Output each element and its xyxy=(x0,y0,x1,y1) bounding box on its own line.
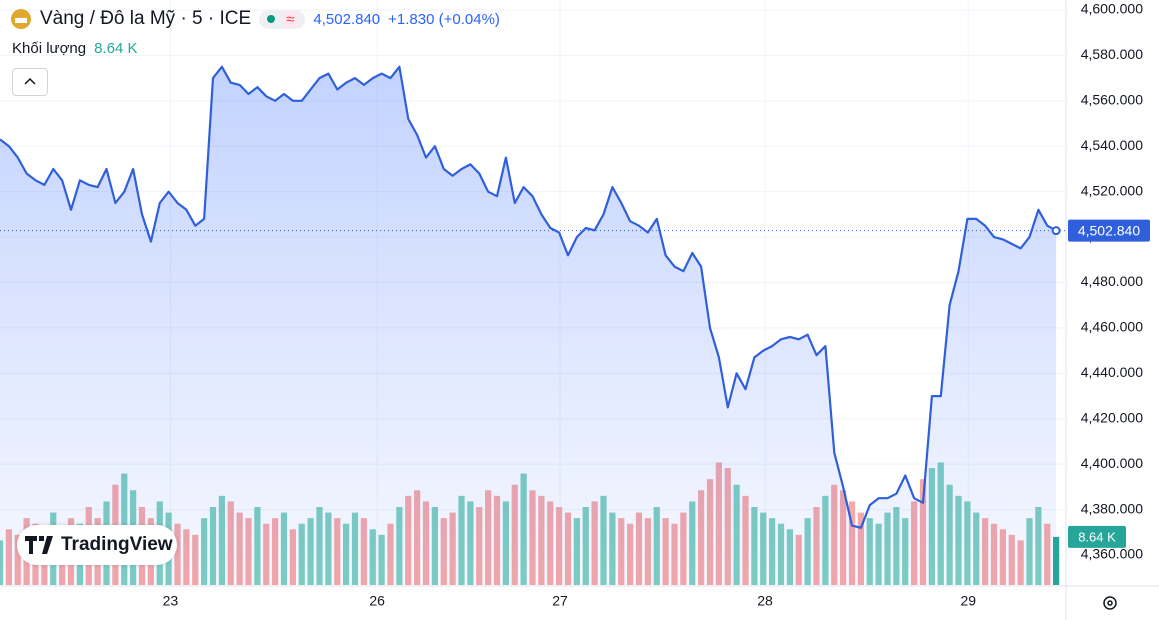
y-tick-label: 4,600.000 xyxy=(1081,1,1143,17)
volume-bar xyxy=(1053,536,1060,585)
area-fill xyxy=(0,66,1057,586)
y-tick-label: 4,460.000 xyxy=(1081,319,1143,335)
settings-icon[interactable] xyxy=(1103,596,1117,610)
x-tick-label: 23 xyxy=(163,593,179,609)
x-tick-label: 26 xyxy=(369,593,385,609)
y-tick-label: 4,480.000 xyxy=(1081,273,1143,289)
watermark-text: TradingView xyxy=(61,534,173,555)
y-tick-label: 4,360.000 xyxy=(1081,546,1143,562)
x-tick-label: 27 xyxy=(552,593,568,609)
x-tick-label: 28 xyxy=(757,593,773,609)
volume-value: 8.64 K xyxy=(94,40,138,57)
last-point xyxy=(1051,226,1061,236)
y-tick-label: 4,420.000 xyxy=(1081,409,1143,425)
volume-label: Khối lượng xyxy=(12,40,87,57)
volume-tag xyxy=(1068,525,1126,548)
collapse-button[interactable] xyxy=(12,68,48,96)
y-tick-label: 4,540.000 xyxy=(1081,137,1143,153)
price-tag-label: 4,502.840 xyxy=(1078,222,1140,238)
y-tick-label: 4,440.000 xyxy=(1081,364,1143,380)
y-tick-label: 4,520.000 xyxy=(1081,182,1143,198)
header: Vàng / Đô la Mỹ · 5 · ICE ≈ 4,502.840 +1… xyxy=(10,8,500,30)
x-tick-label: 29 xyxy=(960,593,976,609)
symbol-title: Vàng / Đô la Mỹ · 5 · ICE xyxy=(40,8,252,29)
volume-legend: Khối lượng 8.64 K xyxy=(12,40,137,57)
y-tick-label: 4,400.000 xyxy=(1081,455,1143,471)
price: 4,502.840 xyxy=(313,10,381,28)
y-tick-label: 4,560.000 xyxy=(1081,92,1143,108)
status-badge: ≈ xyxy=(259,9,306,29)
watermark: TradingView xyxy=(17,525,177,565)
price-line xyxy=(0,65,1057,529)
symbol-icon xyxy=(11,9,31,29)
change: +1.830 (+0.04%) xyxy=(388,10,500,28)
price-tag xyxy=(1068,219,1150,242)
y-tick-label: 4,380.000 xyxy=(1081,500,1143,516)
y-tick-label: 4,580.000 xyxy=(1081,46,1143,62)
badge: ≈ xyxy=(283,10,298,28)
volume-tag-label: 8.64 K xyxy=(1078,529,1116,544)
